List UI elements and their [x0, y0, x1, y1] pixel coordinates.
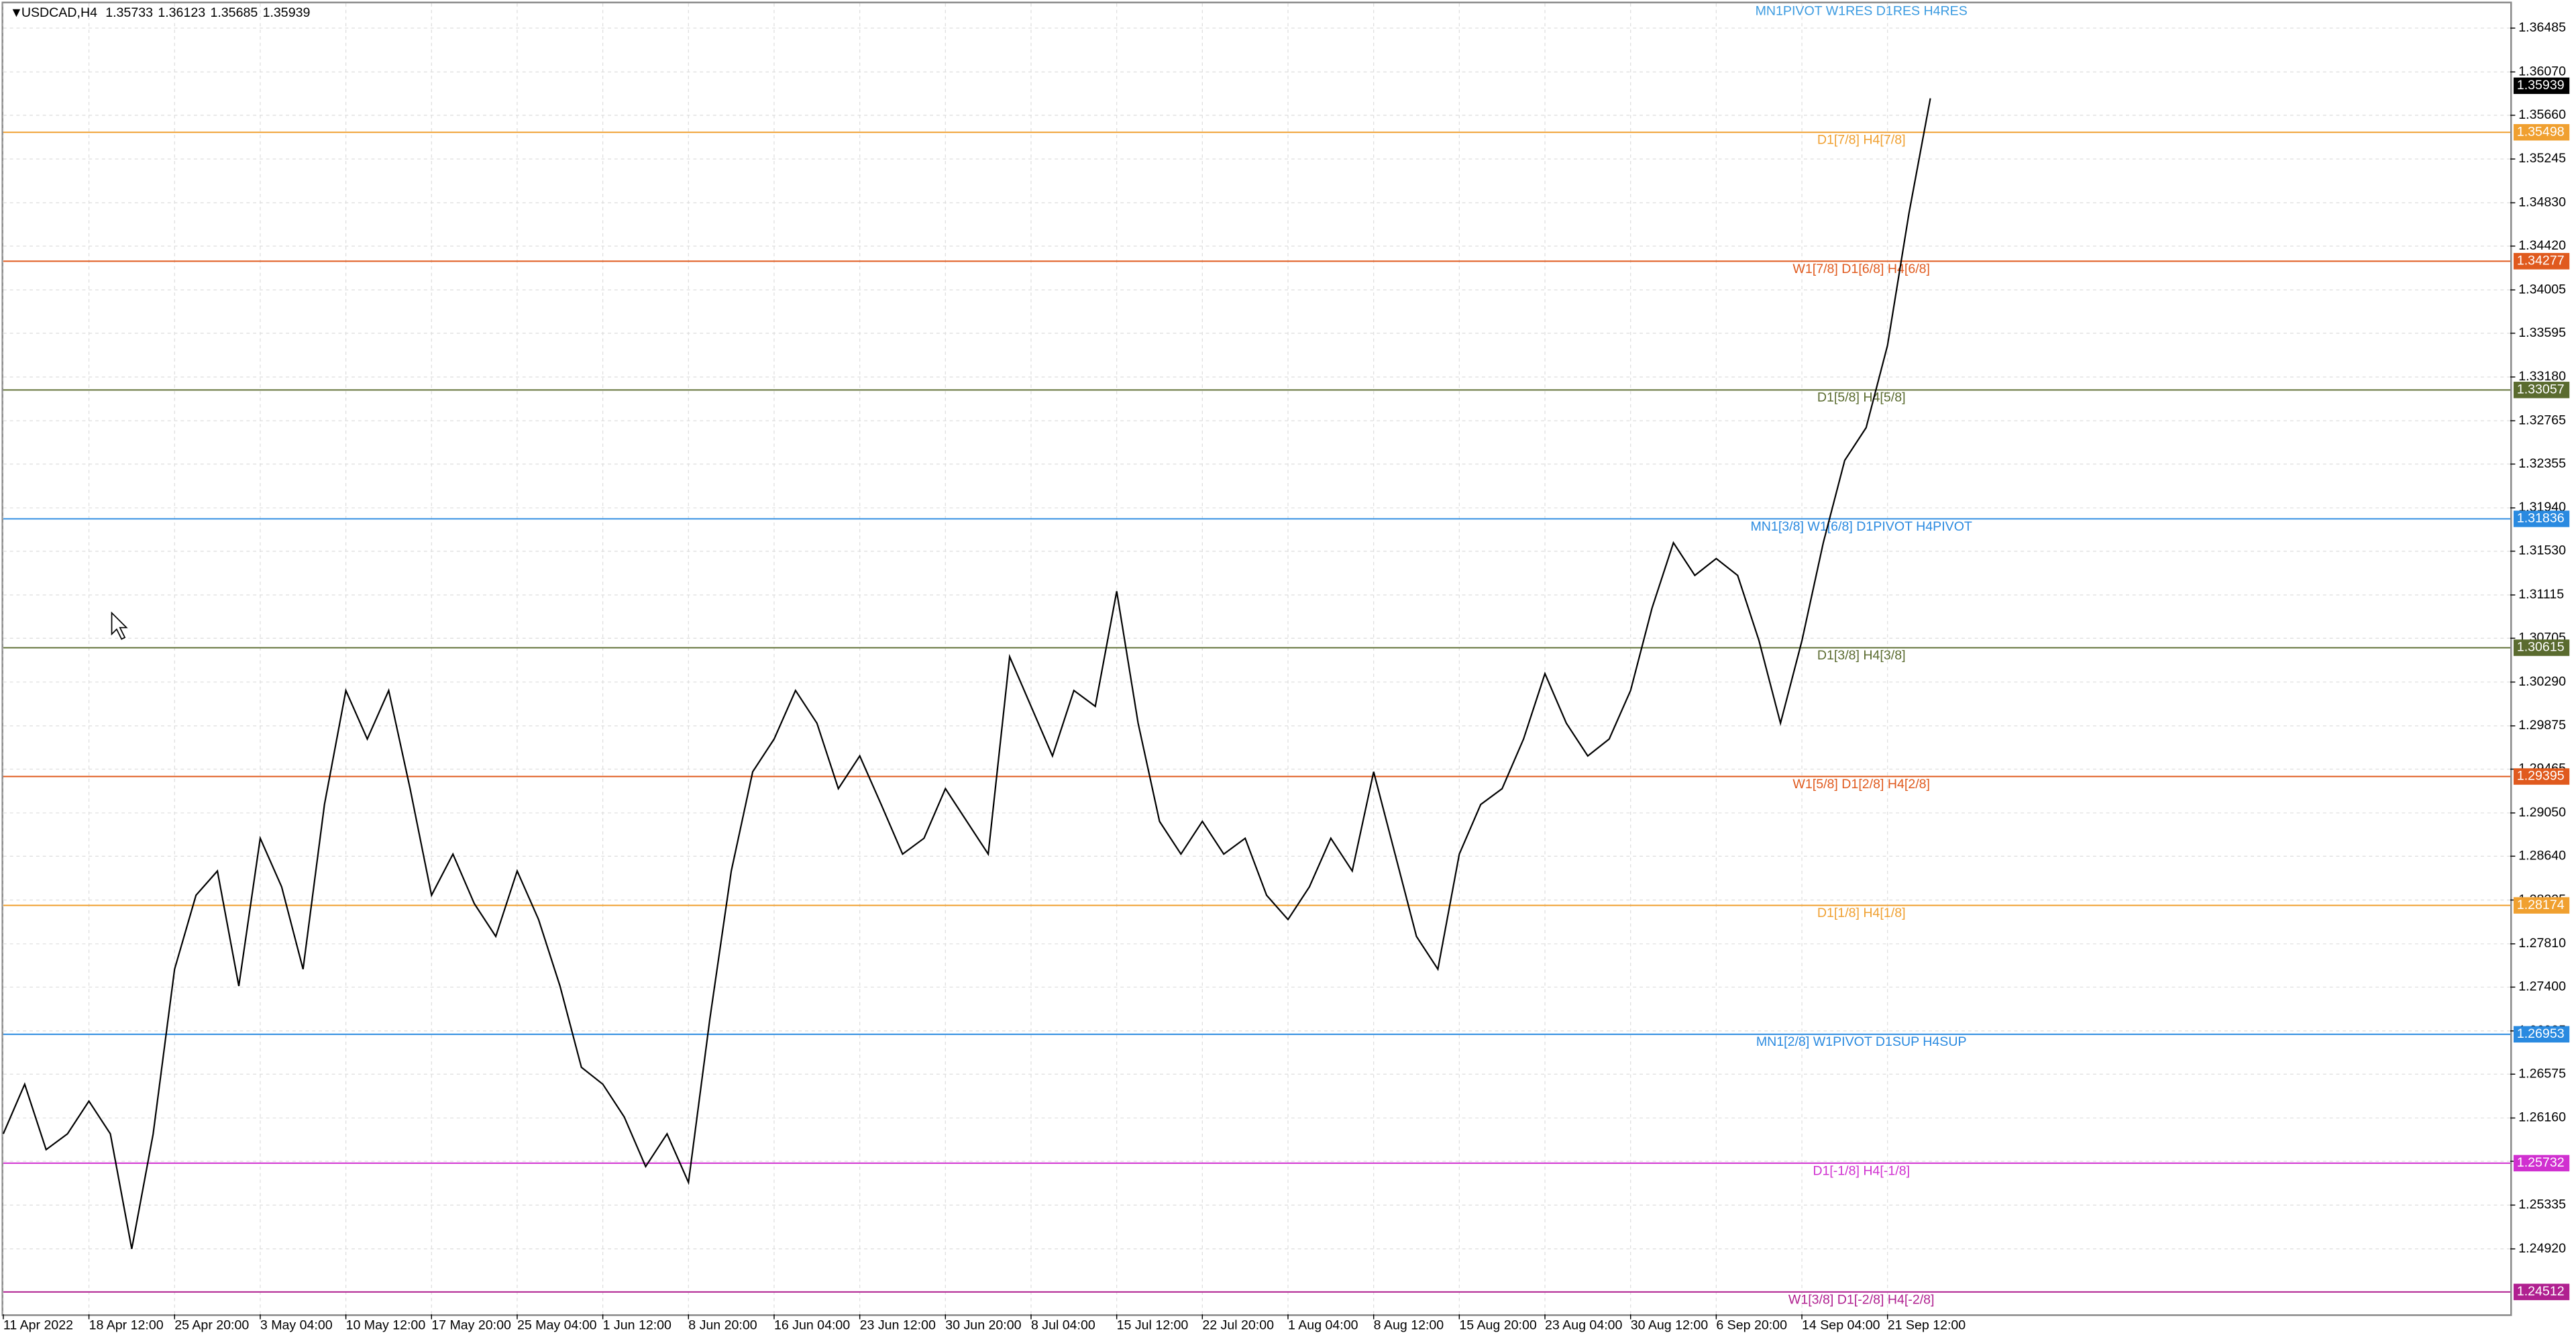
- header-arrow: ▼: [10, 5, 23, 20]
- level-label: D1[1/8] H4[1/8]: [1817, 906, 1906, 920]
- y-tick-label: 1.35660: [2518, 107, 2566, 122]
- price-badge: [2513, 768, 2570, 785]
- price-badge: [2513, 1155, 2570, 1172]
- x-tick-label: 1 Jun 12:00: [603, 1318, 672, 1333]
- price-badge: [2513, 382, 2570, 398]
- y-tick-label: 1.29050: [2518, 805, 2566, 820]
- y-tick-label: 1.34420: [2518, 238, 2566, 253]
- symbol: USDCAD,H4: [21, 5, 97, 20]
- price-badge-label: 1.35498: [2517, 124, 2565, 139]
- y-tick-label: 1.33180: [2518, 369, 2566, 384]
- x-tick-label: 15 Aug 20:00: [1459, 1318, 1537, 1333]
- levels: D1[7/8] H4[7/8] W1[7/8] D1[6/8] H4[6/8] D1…: [3, 131, 2511, 1307]
- level-label: D1[7/8] H4[7/8]: [1817, 133, 1906, 148]
- level-label: MN1[3/8] W1[6/8] D1PIVOT H4PIVOT: [1750, 519, 1972, 534]
- y-tick-label: 1.32355: [2518, 456, 2566, 471]
- y-tick-label: 1.29875: [2518, 718, 2566, 733]
- mouse-cursor: [111, 611, 128, 640]
- price-badge: [2513, 1026, 2570, 1043]
- price-badge-label: 1.25732: [2517, 1155, 2565, 1170]
- x-tick-label: 21 Sep 12:00: [1888, 1318, 1966, 1333]
- y-tick-label: 1.31530: [2518, 543, 2566, 558]
- x-tick-label: 8 Jun 20:00: [688, 1318, 757, 1333]
- y-tick-label: 1.35245: [2518, 151, 2566, 166]
- x-tick-label: 25 May 04:00: [517, 1318, 597, 1333]
- price-badge: [2513, 639, 2570, 656]
- level-label: MN1[2/8] W1PIVOT D1SUP H4SUP: [1756, 1034, 1967, 1049]
- y-tick-label: 1.31115: [2518, 587, 2564, 602]
- x-tick-label: 25 Apr 20:00: [174, 1318, 249, 1333]
- y-tick-label: 1.25335: [2518, 1197, 2566, 1212]
- price-badge: [2513, 511, 2570, 527]
- y-tick-label: 1.32765: [2518, 413, 2566, 427]
- plot-area: [1, 1, 2512, 1316]
- x-tick-label: 22 Jul 20:00: [1202, 1318, 1274, 1333]
- y-tick-label: 1.34830: [2518, 195, 2566, 210]
- y-tick-label: 1.26160: [2518, 1110, 2566, 1125]
- y-tick-label: 1.36485: [2518, 20, 2566, 35]
- price-badge: [2513, 253, 2570, 270]
- x-tick-label: 11 Apr 2022: [3, 1318, 73, 1333]
- y-tick-label: 1.26575: [2518, 1066, 2566, 1081]
- level-label: W1[5/8] D1[2/8] H4[2/8]: [1792, 777, 1930, 792]
- y-tick-label: 1.33595: [2518, 325, 2566, 340]
- price-badge-label: 1.30615: [2517, 640, 2565, 655]
- x-tick-label: 8 Aug 12:00: [1374, 1318, 1444, 1333]
- x-tick-label: 8 Jul 04:00: [1031, 1318, 1095, 1333]
- x-tick-label: 15 Jul 12:00: [1117, 1318, 1189, 1333]
- y-tick-label: 1.27810: [2518, 936, 2566, 951]
- price-badge-label: 1.28174: [2517, 898, 2565, 912]
- y-tick-label: 1.36070: [2518, 64, 2566, 78]
- series: [2, 98, 1931, 1249]
- ohlc-low: 1.35685: [210, 5, 258, 20]
- y-tick-label: 1.24920: [2518, 1241, 2566, 1256]
- x-tick-label: 18 Apr 12:00: [89, 1318, 164, 1333]
- price-badge-label: 1.31836: [2517, 511, 2565, 526]
- level-label: W1[7/8] D1[6/8] H4[6/8]: [1792, 262, 1930, 276]
- price-badge-label: 1.29395: [2517, 769, 2565, 784]
- y-tick-label: 1.28640: [2518, 848, 2566, 863]
- price-badge-label: 1.26953: [2517, 1026, 2565, 1041]
- ohlc-open: 1.35733: [105, 5, 153, 20]
- level-annotation: MN1PIVOT W1RES D1RES H4RES: [1756, 3, 1968, 18]
- x-tick-label: 23 Jun 12:00: [860, 1318, 936, 1333]
- ohlc-high: 1.36123: [158, 5, 205, 20]
- price-line: [2, 98, 1931, 1249]
- x-tick-label: 10 May 12:00: [346, 1318, 426, 1333]
- price-badge-label: 1.33057: [2517, 382, 2565, 396]
- level-label: D1[5/8] H4[5/8]: [1817, 390, 1906, 405]
- x-tick-label: 14 Sep 04:00: [1802, 1318, 1880, 1333]
- x-tick-label: 3 May 04:00: [260, 1318, 333, 1333]
- x-tick-label: 6 Sep 20:00: [1716, 1318, 1787, 1333]
- ohlc-close: 1.35939: [263, 5, 311, 20]
- current-price-badge: [2513, 77, 2570, 95]
- x-tick-label: 17 May 20:00: [431, 1318, 511, 1333]
- x-tick-label: 23 Aug 04:00: [1545, 1318, 1623, 1333]
- level-label: D1[-1/8] H4[-1/8]: [1813, 1163, 1910, 1178]
- axes: 1.36485 1.36070 1.35660 1.35245 1.34830 1.344…: [3, 20, 2570, 1333]
- price-badge: [2513, 1283, 2570, 1301]
- price-badge-label: 1.24512: [2517, 1284, 2565, 1299]
- y-tick-label: 1.34005: [2518, 282, 2566, 297]
- x-tick-label: 30 Jun 20:00: [945, 1318, 1021, 1333]
- x-tick-label: 1 Aug 04:00: [1288, 1318, 1358, 1333]
- level-label: D1[3/8] H4[3/8]: [1817, 648, 1906, 663]
- price-badge: [2513, 123, 2570, 141]
- price-badge-label: 1.34277: [2517, 254, 2565, 268]
- x-tick-label: 30 Aug 12:00: [1631, 1318, 1709, 1333]
- grid: [3, 3, 2511, 1315]
- level-label: W1[3/8] D1[-2/8] H4[-2/8]: [1788, 1292, 1935, 1307]
- y-tick-label: 1.30290: [2518, 674, 2566, 689]
- price-badge: [2513, 897, 2570, 914]
- x-tick-label: 16 Jun 04:00: [774, 1318, 850, 1333]
- current-price-label: 1.35939: [2517, 78, 2565, 93]
- y-tick-label: 1.27400: [2518, 979, 2566, 994]
